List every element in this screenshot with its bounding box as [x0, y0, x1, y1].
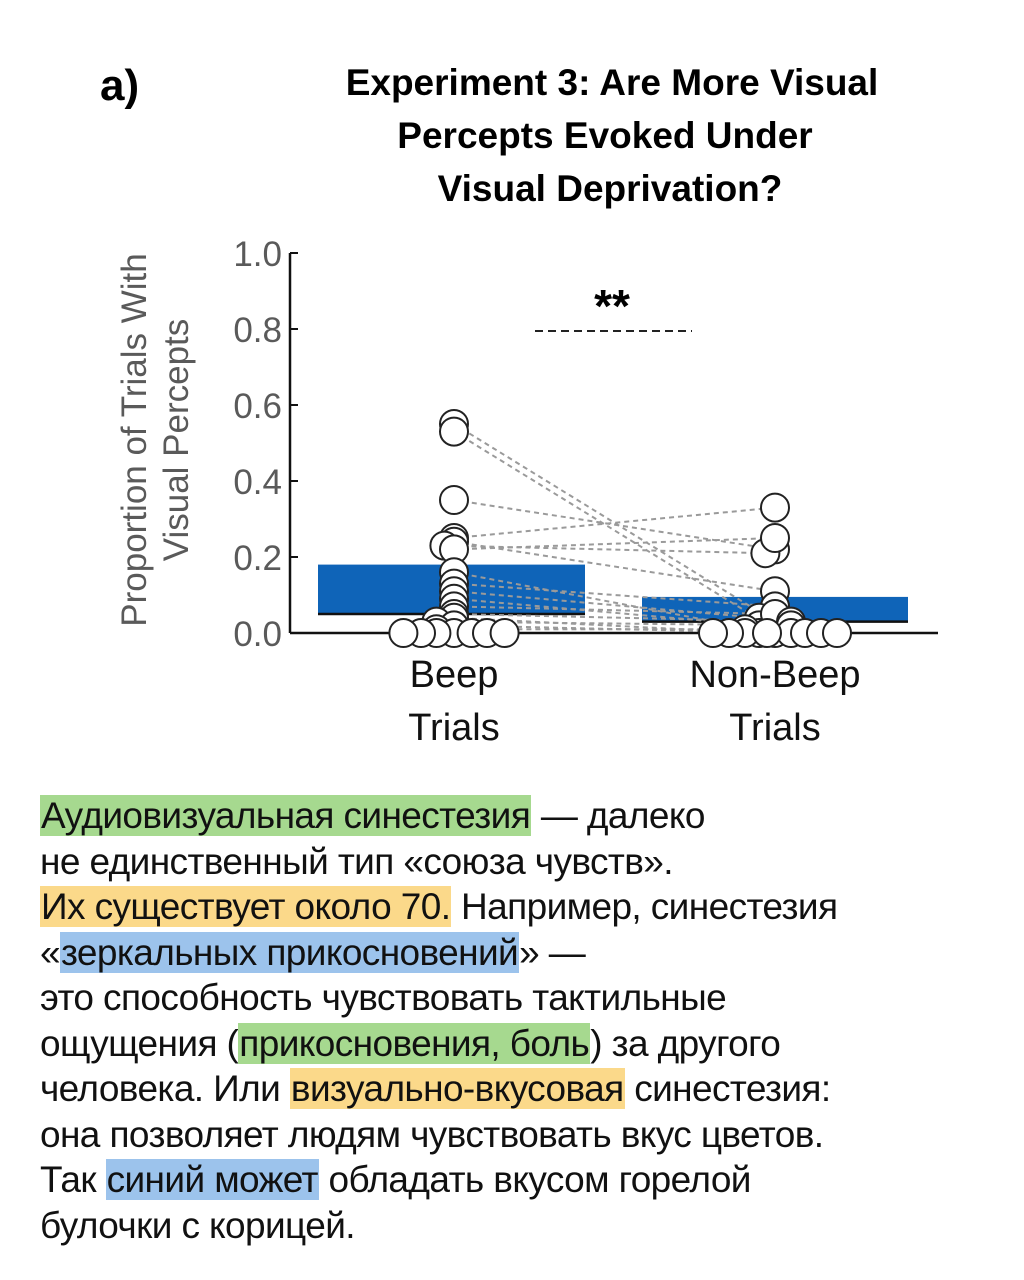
y-tick-label-4: 0.8 [233, 311, 282, 350]
beep-point-22 [388, 618, 419, 648]
highlighted-phrase: визуально-вкусовая [289, 1068, 625, 1109]
nonbeep-point-21 [698, 618, 728, 648]
caption-text-segment: она позволяет людям чувствовать вкус цве… [40, 1113, 824, 1155]
caption-text-segment: ощущения ( [40, 1022, 239, 1064]
highlighted-phrase: зеркальных прикосновений [59, 931, 520, 973]
category-label-nonbeep-line-1: Non-Beep [689, 654, 860, 696]
caption-line: это способность чувствовать тактильные [40, 975, 1010, 1021]
chart-title: Experiment 3: Are More Visual Percepts E… [346, 62, 879, 209]
highlighted-phrase: прикосновения, боль [238, 1022, 591, 1064]
beep-point-2 [439, 485, 469, 515]
nonbeep-point-3 [760, 492, 790, 523]
nonbeep-point-23 [752, 618, 782, 648]
caption-text-segment: булочки с корицей. [40, 1204, 356, 1246]
y-axis-label: Proportion of Trials With Visual Percept… [115, 253, 196, 626]
y-tick-label-5: 1.0 [233, 235, 282, 274]
caption-line: булочки с корицей. [40, 1203, 1010, 1249]
significance-marker: ** [535, 280, 692, 332]
category-label-beep-line-1: Beep [410, 654, 499, 696]
beep-point-1 [439, 416, 469, 447]
caption-line: она позволяет людям чувствовать вкус цве… [40, 1112, 1010, 1158]
caption-line: Их существует около 70. Например, синест… [40, 884, 1010, 930]
y-tick-label-3: 0.6 [233, 387, 282, 426]
caption-text-segment: Так [40, 1159, 106, 1200]
caption-text-segment: Например, синестезия [451, 886, 838, 927]
nonbeep-point-22 [822, 618, 852, 648]
category-label-nonbeep-line-2: Trials [729, 707, 820, 749]
caption-line: «зеркальных прикосновений» — [40, 930, 1010, 976]
caption-text-segment: » — [519, 931, 586, 973]
pair-line-4 [453, 540, 776, 593]
highlighted-phrase: Аудиовизуальная синестезия [40, 795, 532, 836]
chart-figure: a) Experiment 3: Are More Visual Percept… [100, 61, 938, 749]
pair-line-6 [453, 537, 776, 551]
data-points [388, 409, 852, 648]
caption-text-segment: — далеко [531, 795, 706, 836]
nonbeep-point-6 [760, 523, 790, 553]
x-category-labels: Beep Trials Non-Beep Trials [408, 654, 860, 749]
title-line-3: Visual Deprivation? [438, 168, 783, 209]
beep-point-23 [489, 618, 520, 648]
caption-line: не единственный тип «союза чувств». [40, 839, 1010, 885]
caption-text-segment: « [40, 931, 61, 973]
highlighted-phrase: синий может [105, 1159, 319, 1200]
pair-line-2 [453, 499, 776, 551]
y-tick-label-2: 0.4 [233, 463, 282, 502]
title-line-2: Percepts Evoked Under [397, 115, 812, 156]
ylabel-line-2: Visual Percepts [157, 319, 196, 562]
caption-text-segment: это способность чувствовать тактильные [40, 977, 727, 1018]
caption-line: человека. Или визуально-вкусовая синесте… [40, 1066, 1010, 1112]
significance-stars: ** [594, 280, 630, 332]
y-axis: 0.0 0.2 0.4 0.6 0.8 1.0 [233, 235, 298, 654]
caption-text-segment: обладать вкусом горелой [318, 1159, 752, 1200]
y-tick-label-1: 0.2 [233, 539, 282, 578]
pair-line-5 [444, 544, 766, 555]
ylabel-line-1: Proportion of Trials With [115, 253, 154, 626]
pair-line-3 [453, 506, 776, 539]
caption-line: ощущения (прикосновения, боль) за другог… [40, 1021, 1010, 1067]
caption-text-segment: ) за другого [590, 1022, 781, 1064]
caption-text-segment: человека. Или [40, 1068, 290, 1109]
title-line-1: Experiment 3: Are More Visual [346, 62, 879, 103]
caption-text-segment: не единственный тип «союза чувств». [40, 840, 674, 882]
category-label-beep-line-2: Trials [408, 707, 499, 749]
caption-line: Так синий может обладать вкусом горелой [40, 1157, 1010, 1203]
caption-text-segment: синестезия: [624, 1068, 831, 1109]
highlighted-phrase: Их существует около 70. [40, 886, 452, 927]
caption-text: Аудиовизуальная синестезия — далеко не ед… [40, 793, 1010, 1248]
bars [318, 564, 908, 623]
y-tick-label-0: 0.0 [233, 615, 282, 654]
panel-label: a) [100, 61, 139, 110]
caption-line: Аудиовизуальная синестезия — далеко [40, 793, 1010, 839]
